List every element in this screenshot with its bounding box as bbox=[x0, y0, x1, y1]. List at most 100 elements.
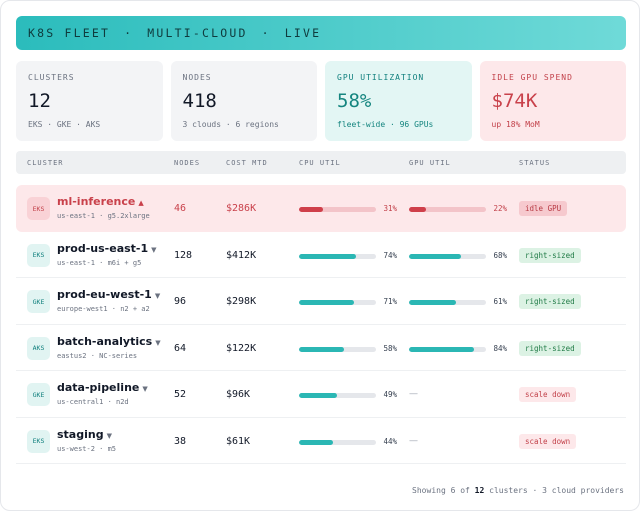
kpi-card-gpu-utilization: GPU UTILIZATION 58% fleet-wide · 96 GPUs bbox=[325, 61, 472, 141]
cluster-name-text: prod-eu-west-1 bbox=[57, 288, 152, 301]
cpu-util-value: 71% bbox=[383, 297, 397, 306]
kpi-value: 12 bbox=[28, 90, 51, 112]
table-row[interactable]: EKS staging ▼ us-west-2 · m5 38 $61K 44% — scale… bbox=[16, 418, 626, 464]
cpu-util-fill bbox=[299, 393, 337, 398]
status-badge: scale down bbox=[519, 433, 577, 449]
table-footer: Showing 6 of 12 clusters · 3 cloud provi… bbox=[412, 486, 624, 495]
cluster-meta: us-central1 · n2d bbox=[57, 398, 129, 406]
column-header-cost[interactable]: COST MTD bbox=[226, 159, 268, 167]
cpu-util-fill bbox=[299, 207, 323, 212]
gpu-util-fill bbox=[409, 253, 462, 259]
cpu-util-fill bbox=[299, 253, 356, 259]
cpu-util-bar bbox=[299, 393, 376, 398]
gpu-util-value: 22% bbox=[493, 204, 507, 213]
kpi-value: $74K bbox=[491, 90, 538, 112]
cpu-util-fill bbox=[299, 439, 333, 445]
cluster-cost: $412K bbox=[226, 249, 257, 261]
cpu-util-value: 58% bbox=[383, 343, 397, 353]
provider-badge: EKS bbox=[27, 429, 50, 453]
footer-suffix: clusters · 3 cloud providers bbox=[489, 486, 624, 495]
cpu-util-fill bbox=[299, 346, 344, 352]
kpi-label: CLUSTERS bbox=[28, 73, 75, 82]
provider-badge: GKE bbox=[27, 290, 50, 313]
cpu-util-bar bbox=[299, 346, 376, 352]
provider-badge: GKE bbox=[27, 383, 50, 406]
cluster-name[interactable]: prod-eu-west-1 ▼ bbox=[57, 288, 160, 301]
cpu-util-fill bbox=[299, 300, 354, 305]
gpu-util-value: 84% bbox=[493, 343, 507, 353]
provider-badge: EKS bbox=[27, 243, 50, 267]
gpu-util-fill bbox=[409, 300, 456, 305]
cluster-table-body: EKS ml-inference ▲ us-east-1 · g5.2xlarge 46… bbox=[16, 185, 626, 464]
cluster-cost: $122K bbox=[226, 342, 257, 354]
gpu-util-bar bbox=[409, 253, 486, 259]
cluster-name[interactable]: batch-analytics ▼ bbox=[57, 335, 161, 348]
banner-separator: · bbox=[261, 26, 271, 40]
footer-prefix: Showing 6 of bbox=[412, 486, 470, 495]
column-header-nodes[interactable]: NODES bbox=[174, 159, 201, 167]
status-badge: right-sized bbox=[519, 247, 581, 263]
cluster-nodes: 128 bbox=[174, 249, 193, 261]
table-row[interactable]: EKS prod-us-east-1 ▼ us-east-1 · m6i + g5 12… bbox=[16, 232, 626, 278]
kpi-value: 58% bbox=[337, 90, 372, 112]
cluster-name-text: ml-inference bbox=[57, 195, 136, 208]
kpi-card-clusters: CLUSTERS 12 EKS · GKE · AKS bbox=[16, 61, 163, 141]
column-header-gpu[interactable]: GPU UTIL bbox=[409, 159, 451, 167]
cluster-name[interactable]: prod-us-east-1 ▼ bbox=[57, 242, 157, 255]
table-row[interactable]: GKE data-pipeline ▼ us-central1 · n2d 52 $96K… bbox=[16, 371, 626, 418]
table-header: CLUSTER NODES COST MTD CPU UTIL GPU UTIL… bbox=[16, 151, 626, 174]
cluster-cost: $96K bbox=[226, 389, 251, 400]
status-badge: right-sized bbox=[519, 294, 581, 309]
status-badge: idle GPU bbox=[519, 201, 568, 216]
status-badge: right-sized bbox=[519, 340, 581, 356]
cluster-name[interactable]: staging ▼ bbox=[57, 428, 112, 441]
column-header-cluster[interactable]: CLUSTER bbox=[27, 159, 64, 167]
cpu-util-value: 44% bbox=[383, 436, 397, 446]
gpu-util-bar bbox=[409, 207, 486, 212]
cluster-cost: $298K bbox=[226, 296, 257, 307]
cluster-cost: $61K bbox=[226, 435, 251, 447]
cluster-name-text: prod-us-east-1 bbox=[57, 241, 149, 255]
cluster-name-text: staging bbox=[57, 427, 104, 441]
cluster-meta: eastus2 · NC-series bbox=[57, 351, 138, 360]
footer-total-count: 12 bbox=[474, 486, 485, 495]
banner-separator: · bbox=[124, 26, 134, 40]
trend-caret-icon: ▼ bbox=[142, 385, 148, 393]
cluster-name-text: data-pipeline bbox=[57, 381, 140, 394]
table-row[interactable]: AKS batch-analytics ▼ eastus2 · NC-series 64… bbox=[16, 325, 626, 371]
banner-title: K8S FLEET bbox=[28, 26, 111, 40]
cluster-nodes: 38 bbox=[174, 435, 187, 447]
cluster-nodes: 52 bbox=[174, 389, 187, 400]
gpu-util-value: 68% bbox=[493, 250, 507, 260]
cluster-name[interactable]: ml-inference ▲ bbox=[57, 195, 144, 208]
cluster-nodes: 64 bbox=[174, 342, 187, 354]
table-row[interactable]: GKE prod-eu-west-1 ▼ europe-west1 · n2 + a2… bbox=[16, 278, 626, 325]
gpu-util-bar bbox=[409, 346, 486, 352]
cpu-util-bar bbox=[299, 300, 376, 305]
cluster-cost: $286K bbox=[226, 203, 257, 214]
gpu-util-empty: — bbox=[409, 435, 418, 446]
trend-caret-icon: ▼ bbox=[155, 338, 161, 347]
cluster-meta: europe-west1 · n2 + a2 bbox=[57, 305, 150, 313]
cpu-util-bar bbox=[299, 439, 376, 445]
gpu-util-fill bbox=[409, 207, 426, 212]
cpu-util-bar bbox=[299, 207, 376, 212]
cluster-name[interactable]: data-pipeline ▼ bbox=[57, 381, 148, 394]
trend-caret-icon: ▲ bbox=[138, 199, 144, 207]
column-header-status[interactable]: STATUS bbox=[519, 159, 551, 167]
trend-caret-icon: ▼ bbox=[154, 292, 161, 300]
gpu-util-fill bbox=[409, 346, 474, 352]
kpi-card-nodes: NODES 418 3 clouds · 6 regions bbox=[170, 61, 317, 141]
cpu-util-value: 31% bbox=[383, 204, 397, 213]
cluster-meta: us-west-2 · m5 bbox=[57, 444, 117, 453]
banner-scope: MULTI-CLOUD bbox=[147, 26, 248, 40]
gpu-util-value: 61% bbox=[493, 297, 507, 306]
kpi-label: IDLE GPU SPEND bbox=[491, 73, 573, 82]
fleet-banner: K8S FLEET · MULTI-CLOUD · LIVE bbox=[16, 16, 626, 50]
kpi-subtext: up 18% MoM bbox=[491, 120, 540, 129]
status-badge: scale down bbox=[519, 387, 577, 402]
cluster-nodes: 46 bbox=[174, 203, 187, 214]
column-header-cpu[interactable]: CPU UTIL bbox=[299, 159, 341, 167]
table-row[interactable]: EKS ml-inference ▲ us-east-1 · g5.2xlarge 46… bbox=[16, 185, 626, 232]
gpu-util-bar bbox=[409, 300, 486, 305]
